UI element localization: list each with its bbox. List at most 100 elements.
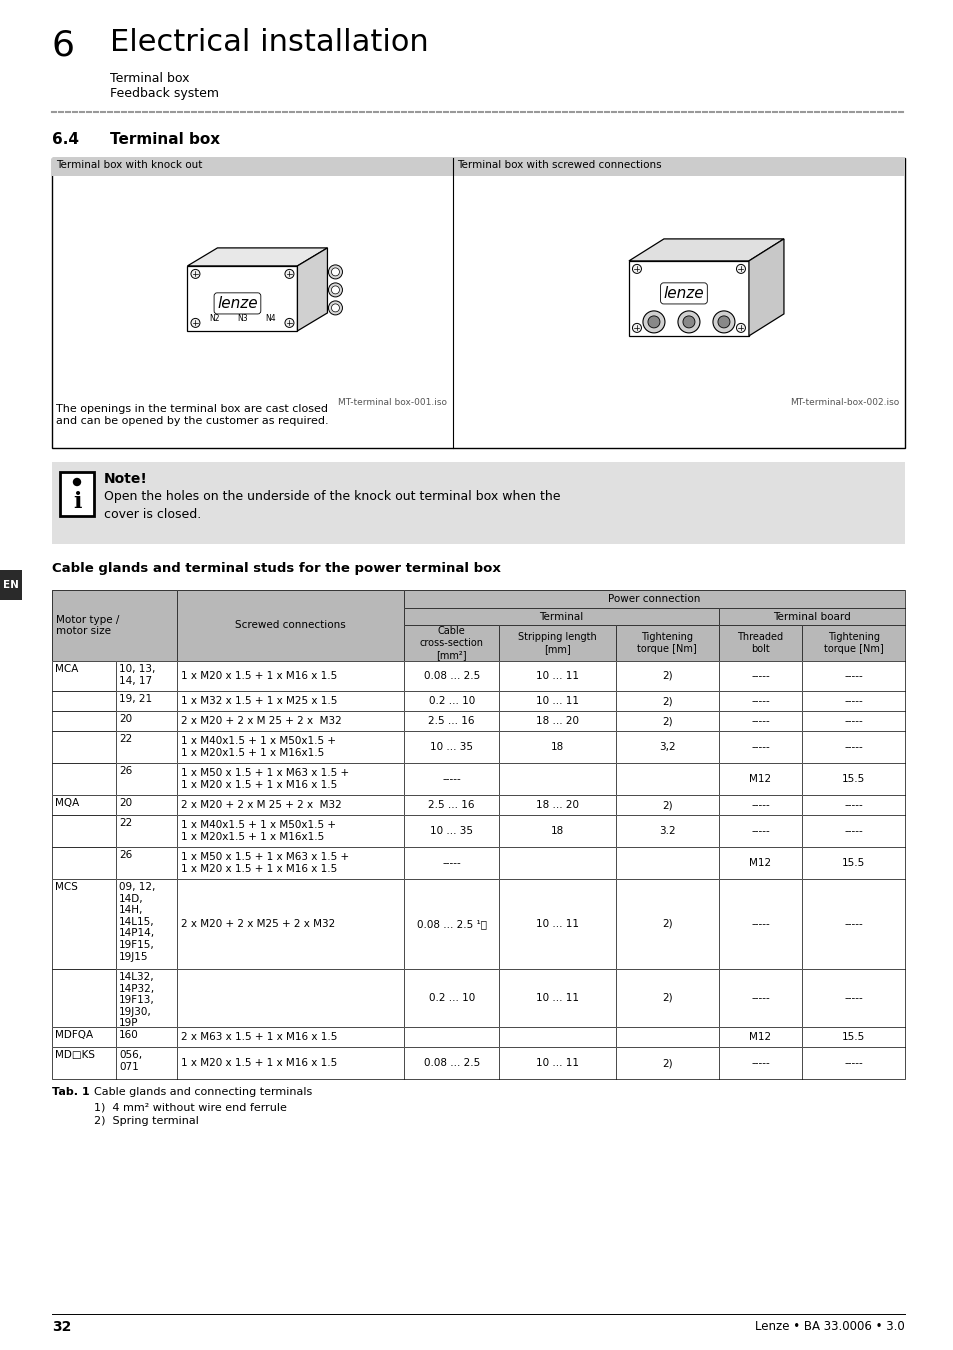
Text: 0.2 ... 10: 0.2 ... 10 xyxy=(428,697,475,706)
Text: 2): 2) xyxy=(661,994,672,1003)
Text: 19, 21: 19, 21 xyxy=(119,694,152,703)
Text: 18 ... 20: 18 ... 20 xyxy=(536,801,578,810)
Bar xyxy=(616,879,718,969)
Bar xyxy=(801,662,904,691)
Bar xyxy=(718,1027,801,1048)
Bar xyxy=(176,795,403,815)
Text: Note!: Note! xyxy=(104,472,148,486)
Bar xyxy=(52,969,116,1027)
Bar xyxy=(403,711,499,730)
Bar xyxy=(718,846,801,879)
Text: M12: M12 xyxy=(749,859,771,868)
Bar xyxy=(52,158,453,176)
Bar xyxy=(801,662,904,691)
Text: 2): 2) xyxy=(661,697,672,706)
Bar xyxy=(52,815,116,846)
Bar xyxy=(403,625,499,662)
Bar xyxy=(616,730,718,763)
Bar xyxy=(116,711,176,730)
Bar xyxy=(499,730,616,763)
Bar xyxy=(718,691,801,711)
Text: 1)  4 mm² without wire end ferrule: 1) 4 mm² without wire end ferrule xyxy=(94,1102,287,1112)
Bar xyxy=(801,879,904,969)
Circle shape xyxy=(328,284,342,297)
Bar xyxy=(499,1048,616,1079)
Bar xyxy=(176,662,403,691)
Bar xyxy=(403,763,499,795)
Bar xyxy=(116,969,176,1027)
Bar xyxy=(403,711,499,730)
Bar xyxy=(52,1048,116,1079)
Bar xyxy=(616,846,718,879)
Bar xyxy=(801,763,904,795)
Bar xyxy=(403,730,499,763)
Text: N4: N4 xyxy=(265,315,275,324)
Bar xyxy=(116,846,176,879)
Bar xyxy=(52,158,904,448)
Polygon shape xyxy=(628,239,783,261)
Bar xyxy=(718,815,801,846)
Bar xyxy=(403,590,904,608)
Bar xyxy=(176,879,403,969)
Text: -----: ----- xyxy=(750,994,769,1003)
Bar xyxy=(403,625,499,662)
Text: 15.5: 15.5 xyxy=(841,1031,864,1042)
Text: -----: ----- xyxy=(750,716,769,726)
Bar xyxy=(718,763,801,795)
Text: -----: ----- xyxy=(843,801,862,810)
Bar xyxy=(499,846,616,879)
Bar xyxy=(116,795,176,815)
Text: 2): 2) xyxy=(661,801,672,810)
Bar xyxy=(718,662,801,691)
Bar xyxy=(403,795,499,815)
Text: -----: ----- xyxy=(843,919,862,929)
Text: N2: N2 xyxy=(209,315,219,324)
Circle shape xyxy=(736,265,744,274)
Circle shape xyxy=(328,301,342,315)
Bar xyxy=(403,815,499,846)
Circle shape xyxy=(285,270,294,278)
Bar xyxy=(616,1027,718,1048)
Bar xyxy=(116,1048,176,1079)
Bar xyxy=(52,662,116,691)
Text: The openings in the terminal box are cast closed
and can be opened by the custom: The openings in the terminal box are cas… xyxy=(56,404,328,425)
Bar xyxy=(499,1048,616,1079)
Text: Cable glands and connecting terminals: Cable glands and connecting terminals xyxy=(94,1087,312,1098)
Circle shape xyxy=(73,478,80,486)
Bar xyxy=(176,730,403,763)
Bar xyxy=(176,590,403,662)
Text: i: i xyxy=(72,491,81,513)
Bar xyxy=(52,763,116,795)
Text: 20: 20 xyxy=(119,798,132,809)
Bar xyxy=(718,969,801,1027)
Bar xyxy=(403,879,499,969)
Circle shape xyxy=(647,316,659,328)
Bar xyxy=(116,846,176,879)
Bar xyxy=(52,590,176,662)
Bar xyxy=(116,691,176,711)
Bar xyxy=(403,795,499,815)
Bar xyxy=(499,815,616,846)
Bar xyxy=(499,795,616,815)
Text: 1 x M40x1.5 + 1 x M50x1.5 +
1 x M20x1.5 + 1 x M16x1.5: 1 x M40x1.5 + 1 x M50x1.5 + 1 x M20x1.5 … xyxy=(180,736,335,757)
Bar xyxy=(718,846,801,879)
Bar xyxy=(499,625,616,662)
Bar xyxy=(176,691,403,711)
Bar xyxy=(176,969,403,1027)
Bar xyxy=(176,879,403,969)
Text: Open the holes on the underside of the knock out terminal box when the
cover is : Open the holes on the underside of the k… xyxy=(104,490,560,521)
Circle shape xyxy=(642,310,664,333)
Text: Motor type /
motor size: Motor type / motor size xyxy=(56,614,119,636)
Text: Terminal board: Terminal board xyxy=(772,612,850,621)
Bar xyxy=(616,815,718,846)
Bar xyxy=(718,730,801,763)
Bar xyxy=(116,763,176,795)
Bar xyxy=(176,711,403,730)
Text: MT-terminal-box-002.iso: MT-terminal-box-002.iso xyxy=(789,398,898,406)
Text: 15.5: 15.5 xyxy=(841,774,864,784)
Text: M12: M12 xyxy=(749,774,771,784)
Text: 2 x M20 + 2 x M 25 + 2 x  M32: 2 x M20 + 2 x M 25 + 2 x M32 xyxy=(180,801,341,810)
Bar xyxy=(801,1027,904,1048)
Text: 18: 18 xyxy=(551,826,564,836)
Bar xyxy=(403,1027,499,1048)
